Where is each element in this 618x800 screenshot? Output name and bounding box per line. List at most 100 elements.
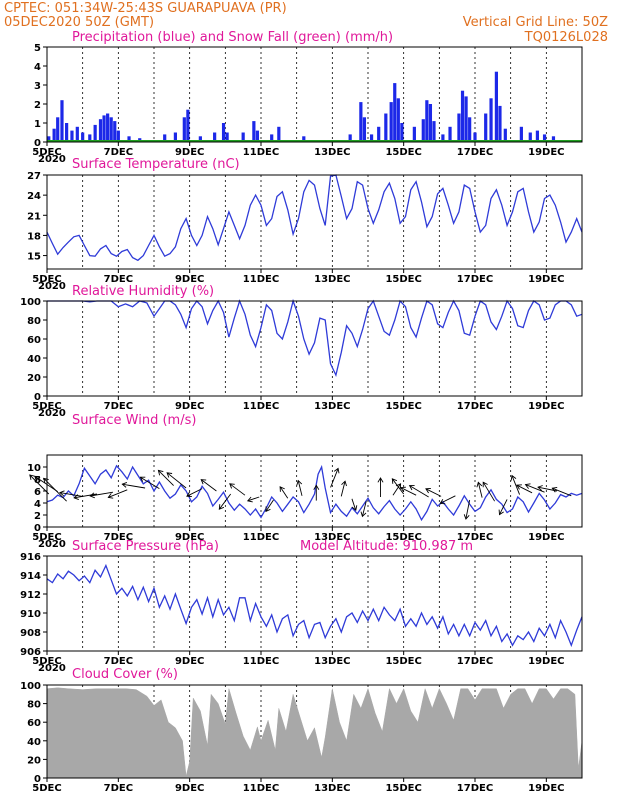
temp-series-line <box>46 174 583 262</box>
wind-arrow-head <box>157 469 164 476</box>
wind-arrow-head <box>73 494 79 501</box>
precip-bar <box>241 132 245 142</box>
wind-marks <box>29 464 583 522</box>
precip-bar <box>302 136 306 142</box>
wind-arrow-head <box>59 490 65 497</box>
wind-arrow <box>140 476 160 489</box>
precip-bar <box>81 132 85 142</box>
precip-bar <box>494 71 498 142</box>
pres-x-tick-label: 7DEC <box>104 656 133 667</box>
wind-y-tick-label: 10 <box>27 463 41 474</box>
humidity-title: Relative Humidity (%) <box>72 284 214 299</box>
precip-bar <box>468 117 472 142</box>
precipitation-title: Precipitation (blue) and Snow Fall (gree… <box>72 30 393 45</box>
wind-arrow-head <box>29 474 35 481</box>
temp-x-tick-label: 11DEC <box>243 274 279 285</box>
precip-bar <box>52 128 56 142</box>
wind-arrow <box>90 491 114 497</box>
wind-arrow-head <box>341 480 347 487</box>
wind-arrow-head <box>463 514 470 520</box>
wind-arrow-head <box>218 504 225 510</box>
precip-bar <box>484 113 488 142</box>
wind-arrow-head <box>537 485 543 491</box>
wind-arrow <box>218 493 232 510</box>
precip-bar <box>70 130 74 142</box>
pressure-frame <box>46 555 583 652</box>
temperature-frame <box>46 174 583 270</box>
pres-x-tick-label: 5DEC <box>32 656 61 667</box>
temperature-y-axis: 15 18 21 24 27 <box>27 171 47 263</box>
wind-arrow-head <box>107 493 114 499</box>
precip-bar <box>186 109 190 142</box>
wind-arrow <box>425 488 442 497</box>
wind-arrow-head <box>333 467 340 474</box>
pres-x-tick-label: 11DEC <box>243 656 279 667</box>
precip-bar <box>98 119 103 142</box>
wind-arrow-head <box>351 505 358 512</box>
wind-x-tick-label: 7DEC <box>104 532 133 543</box>
precip-bar <box>377 126 381 142</box>
wind-arrow-head <box>510 474 517 481</box>
wind-arrow <box>465 499 471 520</box>
precip-bar <box>163 134 167 142</box>
wind-arrow <box>265 499 274 512</box>
wind-arrow-head <box>476 481 483 488</box>
wind-arrow-head <box>439 498 446 505</box>
precip-bar <box>412 126 416 142</box>
precip-y-tick-label: 4 <box>34 62 41 73</box>
precip-bar <box>182 117 186 142</box>
wind-arrow-head <box>391 478 398 484</box>
pres-year-fragment: 2020 <box>38 663 66 674</box>
precipitation-grid <box>82 47 547 142</box>
pres-y-tick-label: 906 <box>20 647 41 658</box>
cloud-cover-marks <box>46 687 583 779</box>
wind-arrow-head <box>265 506 271 513</box>
wind-arrow-head <box>34 475 40 482</box>
cloud-y-tick-label: 0 <box>34 774 41 785</box>
precipitation-frame <box>46 46 583 143</box>
wind-arrow-head <box>296 479 303 486</box>
precip-bar <box>425 100 429 142</box>
wind-arrow-head <box>524 483 531 489</box>
precip-x-tick-label: 9DEC <box>175 147 204 158</box>
wind-arrow-head <box>425 487 431 494</box>
precip-bar <box>348 134 352 142</box>
pressure-x-axis: 5DEC 7DEC 9DEC 11DEC 13DEC 15DEC 17DEC 19DEC 202… <box>32 651 565 674</box>
temperature-x-axis: 5DEC 7DEC 9DEC 11DEC 13DEC 15DEC 17DEC 19DEC 202… <box>32 269 565 292</box>
wind-arrow <box>330 468 339 488</box>
wind-arrow <box>525 484 545 493</box>
wind-arrow <box>391 478 405 495</box>
temp-x-tick-label: 5DEC <box>32 274 61 285</box>
cloud-x-tick-label: 5DEC <box>32 783 61 794</box>
precipitation-y-axis: 0 1 2 3 4 5 <box>34 43 47 149</box>
cloud-cover-area <box>46 687 583 779</box>
pressure-title: Surface Pressure (hPa) <box>72 539 219 554</box>
precip-bar <box>489 98 493 142</box>
precip-y-tick-label: 0 <box>34 138 41 149</box>
precip-bar <box>396 98 400 142</box>
temp-year-fragment: 2020 <box>38 281 66 292</box>
cloud-y-tick-label: 20 <box>27 755 41 766</box>
rh-x-tick-label: 19DEC <box>528 401 564 412</box>
rh-x-tick-label: 13DEC <box>314 401 350 412</box>
wind-arrow <box>59 492 83 497</box>
precip-y-tick-label: 2 <box>34 100 41 111</box>
cloud-x-tick-label: 15DEC <box>385 783 421 794</box>
precip-bar <box>65 123 69 142</box>
precip-bar <box>535 130 540 142</box>
wind-x-tick-label: 17DEC <box>457 532 493 543</box>
cloud-cover-x-axis: 5DEC 7DEC 9DEC 11DEC 13DEC 15DEC 17DEC 19DEC <box>32 778 565 794</box>
wind-arrow <box>511 475 521 495</box>
wind-arrow-head <box>89 492 95 499</box>
precip-bar <box>93 124 97 142</box>
precip-bar <box>198 136 202 142</box>
precip-bar <box>113 121 117 142</box>
pressure-marks <box>46 563 583 648</box>
precip-bar <box>116 130 120 142</box>
temp-y-tick-label: 21 <box>27 211 41 222</box>
humidity-grid <box>82 301 547 396</box>
rh-y-tick-label: 40 <box>27 354 41 365</box>
rh-series-line <box>47 298 583 378</box>
rh-x-tick-label: 5DEC <box>32 401 61 412</box>
